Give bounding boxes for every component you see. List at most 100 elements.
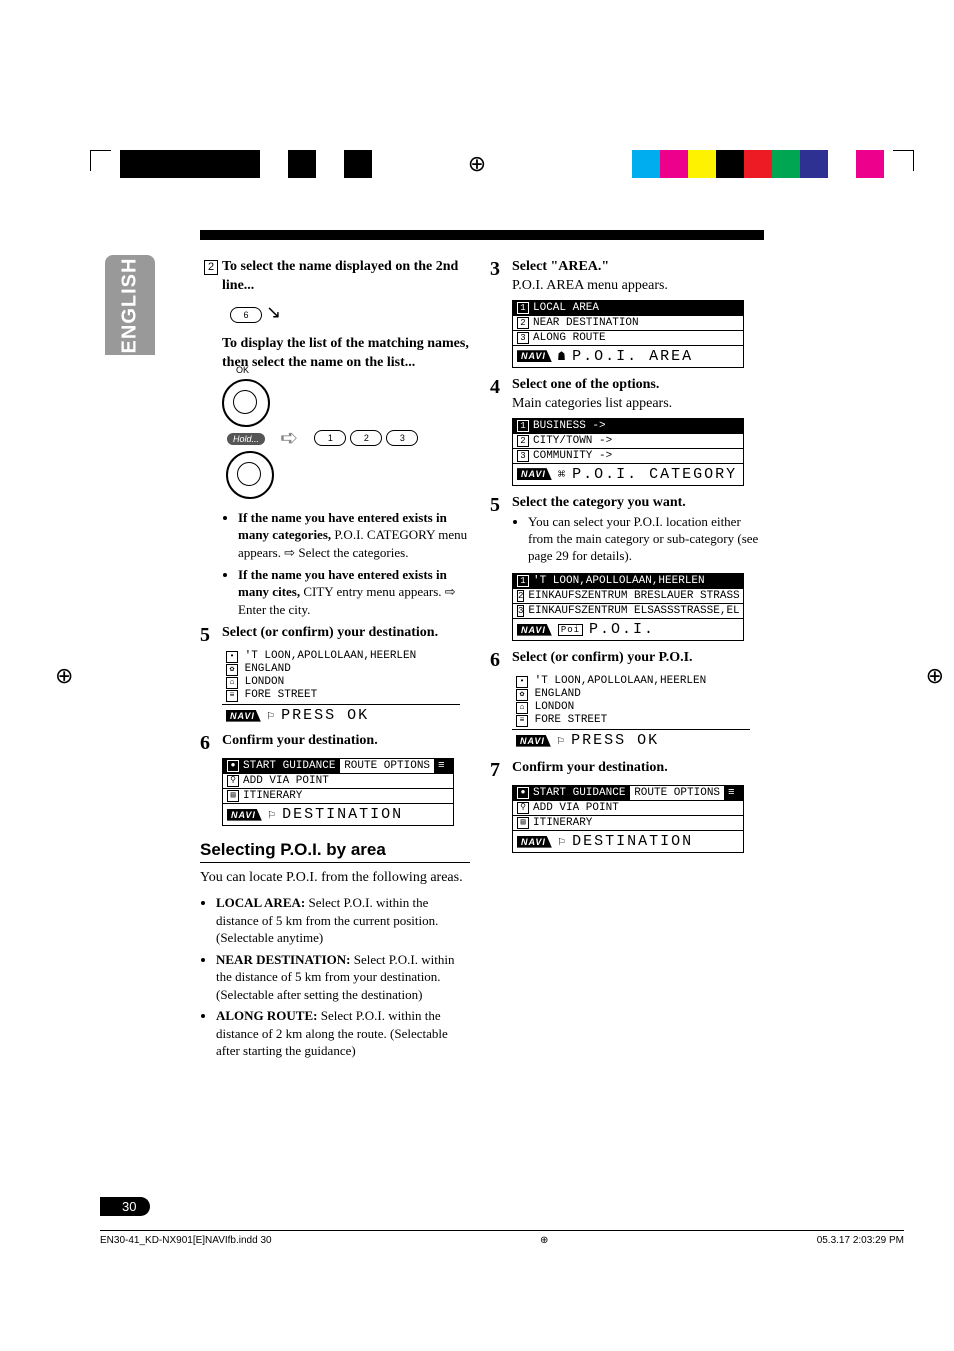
menu-item: ⚲ADD VIA POINT [223, 774, 453, 788]
lcd-footer-text: PRESS OK [571, 732, 659, 749]
lcd-row: 3COMMUNITY -> [513, 449, 743, 464]
lcd-row: ✿ ENGLAND [222, 663, 452, 676]
section-heading: Selecting P.O.I. by area [200, 840, 470, 863]
navi-badge: NAVI [227, 809, 262, 821]
step-text: Confirm your destination. [512, 759, 760, 781]
step-number: 5 [490, 494, 512, 570]
menu-item: ▤ITINERARY [513, 816, 743, 830]
footer: EN30-41_KD-NX901[E]NAVIfb.indd 30 ⊕ 05.3… [100, 1230, 904, 1246]
area-option: NEAR DESTINATION: Select P.O.I. within t… [216, 951, 470, 1004]
color-swatch [232, 150, 260, 178]
knob-icon [222, 379, 270, 427]
color-swatch [176, 150, 204, 178]
page: ⊕ ENGLISH ⊕ ⊕ 2 To select the name displ… [0, 0, 954, 1351]
lcd-footer-text: PRESS OK [281, 707, 369, 724]
navi-badge: NAVI [517, 350, 552, 362]
lcd-footer: NAVI ⚐ PRESS OK [222, 704, 460, 726]
preset-buttons: 1 2 3 [314, 428, 418, 448]
step-number: 5 [200, 624, 222, 646]
lcd-row: 2NEAR DESTINATION [513, 316, 743, 331]
language-label: ENGLISH [119, 257, 142, 353]
step-number: 7 [490, 759, 512, 781]
step-text: Select the category you want. You can se… [512, 494, 760, 570]
lcd-row: ⌂ LONDON [222, 676, 452, 689]
right-column: 3 Select "AREA." P.O.I. AREA menu appear… [490, 258, 760, 861]
color-swatch [204, 150, 232, 178]
arrow-icon: ➪ [280, 425, 298, 451]
lcd-row: ⌂ LONDON [512, 701, 742, 714]
footer-file: EN30-41_KD-NX901[E]NAVIfb.indd 30 [100, 1235, 272, 1246]
color-swatch [344, 150, 372, 178]
flag-icon: ⚐ [558, 834, 566, 849]
color-swatch [828, 150, 856, 178]
substep-text: To select the name displayed on the 2nd … [222, 258, 470, 296]
lcd-display: 1LOCAL AREA 2NEAR DESTINATION 3ALONG ROU… [512, 300, 744, 368]
lcd-row: 3ALONG ROUTE [513, 331, 743, 346]
lcd-footer: NAVI Poi P.O.I. [513, 619, 743, 640]
lcd-footer: NAVI ⌘ P.O.I. CATEGORY [513, 464, 743, 485]
menu-item: ▤ITINERARY [223, 789, 453, 803]
color-swatch [688, 150, 716, 178]
lcd-row: 1BUSINESS -> [513, 419, 743, 434]
lcd-footer-text: DESTINATION [282, 806, 403, 823]
lcd-footer: NAVI ⚐ DESTINATION [513, 831, 743, 852]
knob-icon [226, 451, 274, 499]
language-tab: ENGLISH [105, 255, 155, 355]
navi-badge: NAVI [517, 624, 552, 636]
crop-mark-icon [893, 150, 914, 171]
flag-icon: ⚐ [267, 708, 275, 723]
preset-button-3: 3 [386, 430, 418, 446]
menu-item: ROUTE OPTIONS [630, 786, 724, 800]
step-number: 4 [490, 376, 512, 414]
knob-diagram: OK Hold... ➪ 1 2 3 [222, 379, 470, 499]
header-bar [200, 230, 764, 240]
lcd-row: 1LOCAL AREA [513, 301, 743, 316]
step-note: You can select your P.O.I. location eith… [528, 514, 760, 565]
instruction-text: To display the list of the matching name… [222, 335, 470, 373]
lcd-display: • 'T LOON,APOLLOLAAN,HEERLEN ✿ ENGLAND ⌂… [512, 675, 742, 727]
register-mark-icon: ⊕ [926, 663, 944, 689]
hold-badge: Hold... [227, 433, 265, 445]
area-option: ALONG ROUTE: Select P.O.I. within the di… [216, 1007, 470, 1060]
step-text: Select (or confirm) your P.O.I. [512, 649, 760, 671]
notes-list: If the name you have entered exists in m… [222, 509, 470, 618]
menu-item: ROUTE OPTIONS [340, 759, 434, 773]
lcd-row: ✿ ENGLAND [512, 688, 742, 701]
navi-badge: NAVI [517, 468, 552, 480]
section-intro: You can locate P.O.I. from the following… [200, 869, 470, 888]
lcd-row: 2EINKAUFSZENTRUM BRESLAUER STRASS [513, 589, 743, 604]
step-text: Select "AREA." P.O.I. AREA menu appears. [512, 258, 760, 296]
lcd-footer: NAVI ☗ P.O.I. AREA [513, 346, 743, 367]
navi-badge: NAVI [226, 710, 261, 722]
lcd-footer-text: P.O.I. AREA [572, 348, 693, 365]
menu-item: ⚲ADD VIA POINT [513, 801, 743, 815]
button-diagram: 6 ↘ [230, 302, 470, 325]
footer-date: 05.3.17 2:03:29 PM [817, 1235, 904, 1246]
preset-button-2: 2 [350, 430, 382, 446]
area-options-list: LOCAL AREA: Select P.O.I. within the dis… [200, 894, 470, 1060]
color-swatch [260, 150, 288, 178]
globe-icon: ☗ [558, 349, 566, 364]
lcd-display: • 'T LOON,APOLLOLAAN,HEERLEN ✿ ENGLAND ⌂… [222, 650, 452, 702]
category-icon: ⌘ [558, 467, 566, 482]
flag-icon: ⚐ [268, 807, 276, 822]
lcd-footer-text: DESTINATION [572, 833, 693, 850]
menu-item: ●START GUIDANCE [223, 759, 339, 773]
color-swatch [744, 150, 772, 178]
lcd-row: 3EINKAUFSZENTRUM ELSASSSTRASSE,EL [513, 604, 743, 619]
step-number: 6 [490, 649, 512, 671]
step-text: Select one of the options. Main categori… [512, 376, 760, 414]
lcd-footer-text: P.O.I. [589, 621, 655, 638]
page-number: 30 [100, 1197, 150, 1216]
lcd-row: 1'T LOON,APOLLOLAAN,HEERLEN [513, 574, 743, 589]
color-swatch [800, 150, 828, 178]
lcd-row: ≡ FORE STREET [222, 689, 452, 702]
poi-icon: Poi [558, 624, 583, 636]
step-number: 3 [490, 258, 512, 296]
preset-button-6: 6 [230, 307, 262, 323]
list-icon: ≡ [724, 786, 743, 800]
color-swatch [660, 150, 688, 178]
step-number: 6 [200, 732, 222, 754]
step-text: Select (or confirm) your destination. [222, 624, 470, 646]
knob-ok-label: OK [236, 365, 249, 375]
